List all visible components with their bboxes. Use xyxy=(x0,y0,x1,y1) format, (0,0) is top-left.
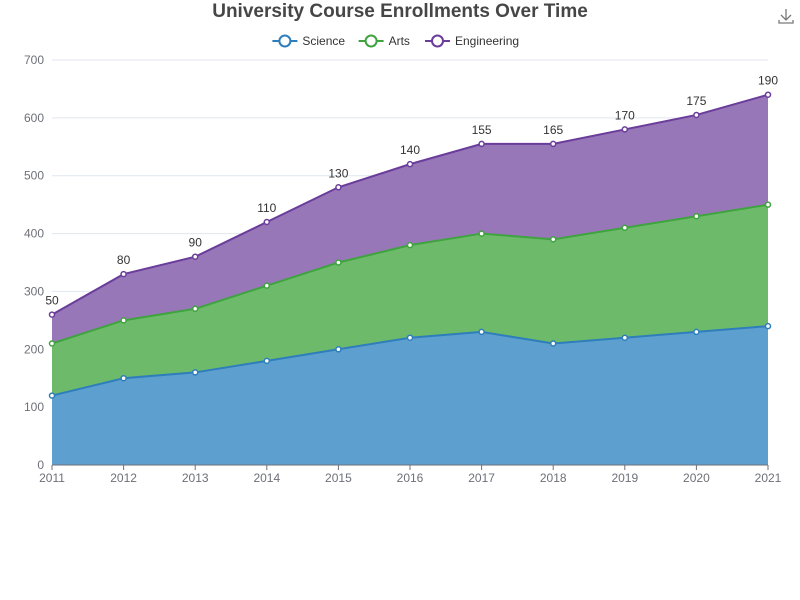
x-tick-label: 2017 xyxy=(468,471,495,485)
point-arts[interactable] xyxy=(406,241,414,249)
point-science[interactable] xyxy=(120,374,127,382)
x-tick-label: 2021 xyxy=(755,471,782,485)
y-tick-label: 0 xyxy=(37,458,44,472)
point-engineering[interactable] xyxy=(191,253,199,260)
point-engineering[interactable] xyxy=(263,218,271,226)
area-engineering xyxy=(52,94,768,344)
y-tick-label: 200 xyxy=(24,342,44,356)
data-label-engineering: 80 xyxy=(117,253,131,267)
point-science[interactable] xyxy=(549,340,557,347)
data-label-engineering: 140 xyxy=(400,143,420,157)
point-engineering[interactable] xyxy=(549,140,557,148)
legend-marker-arts[interactable] xyxy=(364,34,378,48)
data-label-engineering: 155 xyxy=(472,123,492,137)
point-engineering[interactable] xyxy=(693,111,700,119)
data-label-engineering: 50 xyxy=(45,294,59,308)
point-science[interactable] xyxy=(406,334,414,341)
point-arts[interactable] xyxy=(621,224,629,232)
point-engineering[interactable] xyxy=(48,311,56,318)
point-science[interactable] xyxy=(621,334,629,341)
point-science[interactable] xyxy=(335,346,342,353)
legend-marker-engineering[interactable] xyxy=(431,34,444,48)
y-tick-label: 100 xyxy=(24,400,44,414)
point-engineering[interactable] xyxy=(406,160,414,168)
legend-label-arts[interactable]: Arts xyxy=(389,34,410,48)
data-label-engineering: 165 xyxy=(543,123,563,137)
chart-title: University Course Enrollments Over Time xyxy=(212,1,588,22)
point-arts[interactable] xyxy=(120,317,127,324)
point-arts[interactable] xyxy=(48,340,56,347)
point-arts[interactable] xyxy=(191,305,199,313)
data-label-engineering: 190 xyxy=(758,74,778,88)
point-engineering[interactable] xyxy=(478,140,485,148)
x-tick-label: 2012 xyxy=(110,471,137,485)
point-science[interactable] xyxy=(263,357,271,365)
download-icon xyxy=(778,9,794,24)
x-tick-label: 2020 xyxy=(683,471,710,485)
point-arts[interactable] xyxy=(335,259,342,266)
y-tick-label: 400 xyxy=(24,227,44,241)
point-arts[interactable] xyxy=(549,236,557,243)
point-arts[interactable] xyxy=(263,282,271,289)
data-label-engineering: 130 xyxy=(328,166,348,180)
point-science[interactable] xyxy=(478,328,485,336)
x-tick-label: 2018 xyxy=(540,471,567,485)
area-arts xyxy=(52,204,768,396)
y-tick-label: 700 xyxy=(24,53,44,67)
data-label-engineering: 175 xyxy=(686,94,706,108)
x-tick-label: 2011 xyxy=(39,471,65,485)
point-engineering[interactable] xyxy=(335,184,342,191)
x-tick-label: 2014 xyxy=(253,471,280,485)
point-science[interactable] xyxy=(48,392,56,399)
point-engineering[interactable] xyxy=(621,126,629,133)
y-tick-label: 500 xyxy=(24,169,44,183)
x-tick-label: 2013 xyxy=(182,471,209,485)
y-tick-label: 600 xyxy=(24,111,44,125)
point-arts[interactable] xyxy=(764,201,772,208)
point-arts[interactable] xyxy=(478,230,485,237)
legend-marker-science[interactable] xyxy=(278,34,292,48)
point-science[interactable] xyxy=(191,369,199,376)
point-arts[interactable] xyxy=(693,212,700,220)
area-science xyxy=(52,326,768,465)
y-tick-label: 300 xyxy=(24,284,44,298)
point-engineering[interactable] xyxy=(764,91,772,98)
x-tick-label: 2019 xyxy=(611,471,638,485)
x-tick-label: 2015 xyxy=(325,471,352,485)
data-label-engineering: 90 xyxy=(189,236,203,250)
x-tick-label: 2016 xyxy=(397,471,424,485)
data-label-engineering: 170 xyxy=(615,108,635,122)
point-engineering[interactable] xyxy=(120,270,127,278)
legend-label-engineering[interactable]: Engineering xyxy=(455,34,519,48)
legend-label-science[interactable]: Science xyxy=(302,34,345,48)
data-label-engineering: 110 xyxy=(257,201,276,215)
point-science[interactable] xyxy=(693,328,700,336)
download-button[interactable] xyxy=(776,6,796,26)
point-science[interactable] xyxy=(764,322,772,330)
